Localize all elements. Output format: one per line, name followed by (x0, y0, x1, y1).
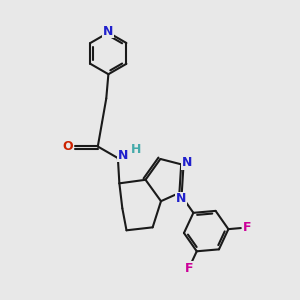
Text: F: F (243, 221, 252, 234)
Text: N: N (103, 25, 114, 38)
Text: H: H (131, 143, 142, 156)
Text: F: F (184, 262, 193, 275)
Text: O: O (63, 140, 74, 153)
Text: N: N (176, 192, 186, 205)
Text: N: N (182, 156, 192, 169)
Text: N: N (118, 148, 128, 162)
